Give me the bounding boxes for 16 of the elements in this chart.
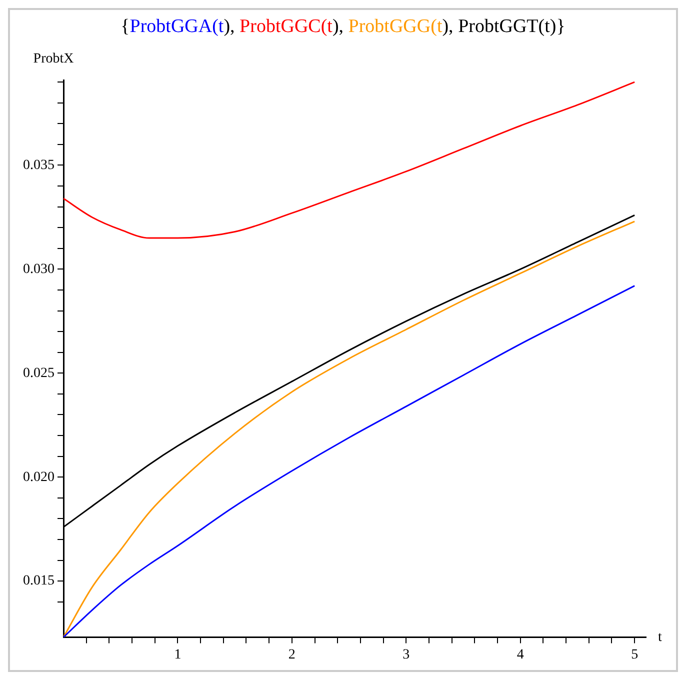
y-axis-title: ProbtX xyxy=(33,52,74,67)
x-tick-label: 3 xyxy=(402,647,410,662)
chart-title: {ProbtGGA(t), ProbtGGC(t), ProbtGGG(t), ProbtGGT(t)} xyxy=(120,16,566,37)
x-tick-label: 2 xyxy=(288,647,296,662)
y-tick-label: 0.030 xyxy=(23,262,54,277)
x-tick-label: 5 xyxy=(631,647,638,662)
y-tick-label: 0.025 xyxy=(23,366,54,381)
y-tick-label: 0.015 xyxy=(23,574,54,589)
x-tick-label: 1 xyxy=(174,647,182,662)
line-series xyxy=(64,81,636,239)
x-axis-title: t xyxy=(658,630,662,645)
y-tick-label: 0.020 xyxy=(23,470,54,485)
line-series xyxy=(64,220,636,638)
x-tick-label: 4 xyxy=(516,647,524,662)
y-tick-label: 0.035 xyxy=(23,158,54,173)
line-series xyxy=(64,285,636,638)
